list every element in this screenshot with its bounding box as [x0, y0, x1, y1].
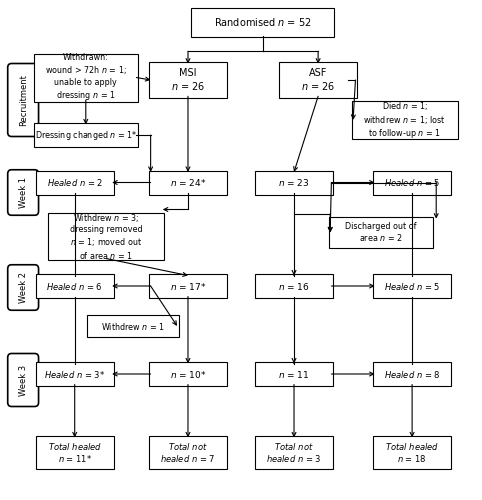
Text: Week 1: Week 1	[19, 177, 27, 208]
Text: Withdrew $n$ = 1: Withdrew $n$ = 1	[101, 320, 164, 332]
Text: $\it{Total\ healed}$
$n$ = 18: $\it{Total\ healed}$ $n$ = 18	[385, 440, 439, 464]
FancyBboxPatch shape	[8, 64, 39, 136]
Text: Withdrew $n$ = 3;
dressing removed
$n$ = 1; moved out
of area $n$ = 1: Withdrew $n$ = 3; dressing removed $n$ =…	[70, 212, 142, 261]
FancyBboxPatch shape	[191, 8, 334, 37]
FancyBboxPatch shape	[34, 123, 138, 147]
FancyBboxPatch shape	[36, 274, 114, 298]
FancyBboxPatch shape	[255, 170, 333, 194]
FancyBboxPatch shape	[48, 213, 164, 260]
Text: Died $n$ = 1;
withdrew $n$ = 1; lost
to follow-up $n$ = 1: Died $n$ = 1; withdrew $n$ = 1; lost to …	[363, 100, 446, 140]
Text: $n$ = 16: $n$ = 16	[278, 280, 310, 291]
FancyBboxPatch shape	[149, 170, 227, 194]
Text: Withdrawn:
wound > 72h $n$ = 1;
unable to apply
dressing $n$ = 1: Withdrawn: wound > 72h $n$ = 1; unable t…	[45, 54, 127, 102]
Text: $\it{Healed}$ $n$ = 5: $\it{Healed}$ $n$ = 5	[384, 280, 440, 291]
Text: $n$ = 10*: $n$ = 10*	[170, 368, 206, 380]
Text: Week 2: Week 2	[19, 272, 27, 303]
Text: $\it{Healed}$ $n$ = 5: $\it{Healed}$ $n$ = 5	[384, 177, 440, 188]
FancyBboxPatch shape	[329, 217, 433, 248]
Text: $\it{Total\ not}$
$\it{healed}$ $n$ = 3: $\it{Total\ not}$ $\it{healed}$ $n$ = 3	[267, 440, 321, 464]
Text: $\it{Total\ healed}$
$n$ = 11*: $\it{Total\ healed}$ $n$ = 11*	[48, 440, 102, 464]
Text: $n$ = 23: $n$ = 23	[278, 177, 310, 188]
Text: $\it{Healed}$ $n$ = 3*: $\it{Healed}$ $n$ = 3*	[44, 368, 105, 380]
FancyBboxPatch shape	[373, 436, 451, 469]
Text: $\it{Total\ not}$
$\it{healed}$ $n$ = 7: $\it{Total\ not}$ $\it{healed}$ $n$ = 7	[161, 440, 215, 464]
FancyBboxPatch shape	[373, 274, 451, 298]
Text: Week 3: Week 3	[19, 364, 27, 396]
FancyBboxPatch shape	[36, 362, 114, 386]
Text: $\it{Healed}$ $n$ = 2: $\it{Healed}$ $n$ = 2	[47, 177, 103, 188]
Text: $n$ = 24*: $n$ = 24*	[170, 177, 206, 188]
FancyBboxPatch shape	[149, 436, 227, 469]
FancyBboxPatch shape	[34, 54, 138, 102]
FancyBboxPatch shape	[149, 274, 227, 298]
FancyBboxPatch shape	[8, 170, 39, 215]
FancyBboxPatch shape	[87, 315, 179, 337]
Text: ASF
$n$ = 26: ASF $n$ = 26	[301, 68, 335, 92]
Text: $\it{Healed}$ $n$ = 8: $\it{Healed}$ $n$ = 8	[384, 368, 441, 380]
FancyBboxPatch shape	[351, 101, 458, 139]
Text: Randomised $n$ = 52: Randomised $n$ = 52	[214, 16, 311, 28]
FancyBboxPatch shape	[255, 274, 333, 298]
FancyBboxPatch shape	[149, 362, 227, 386]
FancyBboxPatch shape	[36, 170, 114, 194]
FancyBboxPatch shape	[373, 362, 451, 386]
FancyBboxPatch shape	[8, 354, 39, 406]
Text: Dressing changed $n$ = 1*: Dressing changed $n$ = 1*	[35, 128, 137, 141]
Text: $n$ = 17*: $n$ = 17*	[170, 280, 206, 291]
FancyBboxPatch shape	[149, 62, 227, 98]
FancyBboxPatch shape	[255, 362, 333, 386]
Text: $\it{Healed}$ $n$ = 6: $\it{Healed}$ $n$ = 6	[46, 280, 103, 291]
Text: Recruitment: Recruitment	[19, 74, 27, 126]
FancyBboxPatch shape	[280, 62, 357, 98]
FancyBboxPatch shape	[8, 264, 39, 310]
Text: $n$ = 11: $n$ = 11	[278, 368, 310, 380]
FancyBboxPatch shape	[373, 170, 451, 194]
Text: Discharged out of
area $n$ = 2: Discharged out of area $n$ = 2	[345, 222, 416, 244]
Text: MSI
$n$ = 26: MSI $n$ = 26	[171, 68, 205, 92]
FancyBboxPatch shape	[255, 436, 333, 469]
FancyBboxPatch shape	[36, 436, 114, 469]
